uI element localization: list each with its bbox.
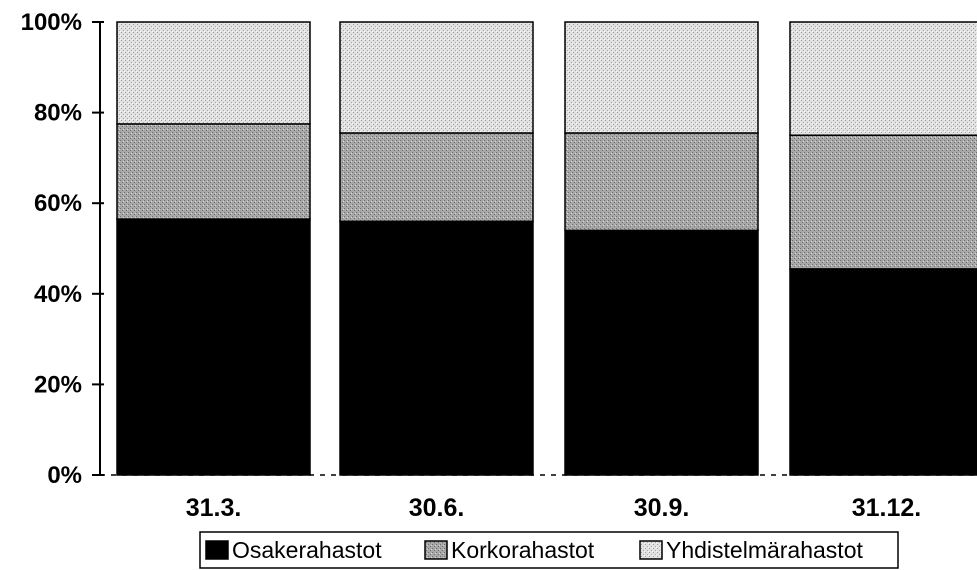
bar-stack — [339, 21, 534, 476]
y-tick-label: 0% — [47, 462, 82, 489]
bar-segment-korkorahastot — [789, 134, 977, 270]
x-category-label: 31.12. — [852, 494, 922, 522]
legend-label: Korkorahastot — [451, 537, 595, 563]
y-tick-label: 100% — [21, 9, 82, 36]
legend-label: Osakerahastot — [232, 537, 382, 563]
bar-segment-osakerahastot — [116, 218, 311, 476]
y-tick-label: 80% — [34, 100, 82, 127]
legend-swatch — [205, 540, 229, 560]
bar-segment-korkorahastot — [564, 132, 759, 232]
bar-segment-osakerahastot — [339, 220, 534, 476]
bars — [116, 21, 977, 476]
bar-segment-yhdistelmärahastot — [789, 21, 977, 136]
x-category-label: 30.9. — [634, 494, 690, 522]
y-tick-label: 20% — [34, 371, 82, 398]
x-category-label: 31.3. — [186, 494, 242, 522]
y-axis: 0% 20% 40% 60% 80% 100% — [21, 9, 104, 489]
bar-segment-osakerahastot — [564, 229, 759, 476]
legend-label: Yhdistelmärahastot — [666, 537, 863, 563]
y-tick-label: 40% — [34, 281, 82, 308]
bar-segment-yhdistelmärahastot — [564, 21, 759, 134]
legend-swatch — [424, 540, 448, 560]
bar-stack — [116, 21, 311, 476]
y-tick-label: 60% — [34, 190, 82, 217]
bar-stack — [789, 21, 977, 476]
legend-box — [199, 531, 899, 569]
bar-segment-korkorahastot — [116, 123, 311, 220]
bar-segment-yhdistelmärahastot — [339, 21, 534, 134]
bar-segment-korkorahastot — [339, 132, 534, 223]
legend: Osakerahastot Korkorahastot Yhdistelmäraha… — [199, 531, 899, 569]
x-category-label: 30.6. — [409, 494, 465, 522]
bar-segment-yhdistelmärahastot — [116, 21, 311, 125]
bar-stack — [564, 21, 759, 476]
bar-segment-osakerahastot — [789, 268, 977, 476]
legend-swatch — [639, 540, 663, 560]
x-axis: 31.3. 30.6. 30.9. 31.12. — [100, 474, 977, 522]
